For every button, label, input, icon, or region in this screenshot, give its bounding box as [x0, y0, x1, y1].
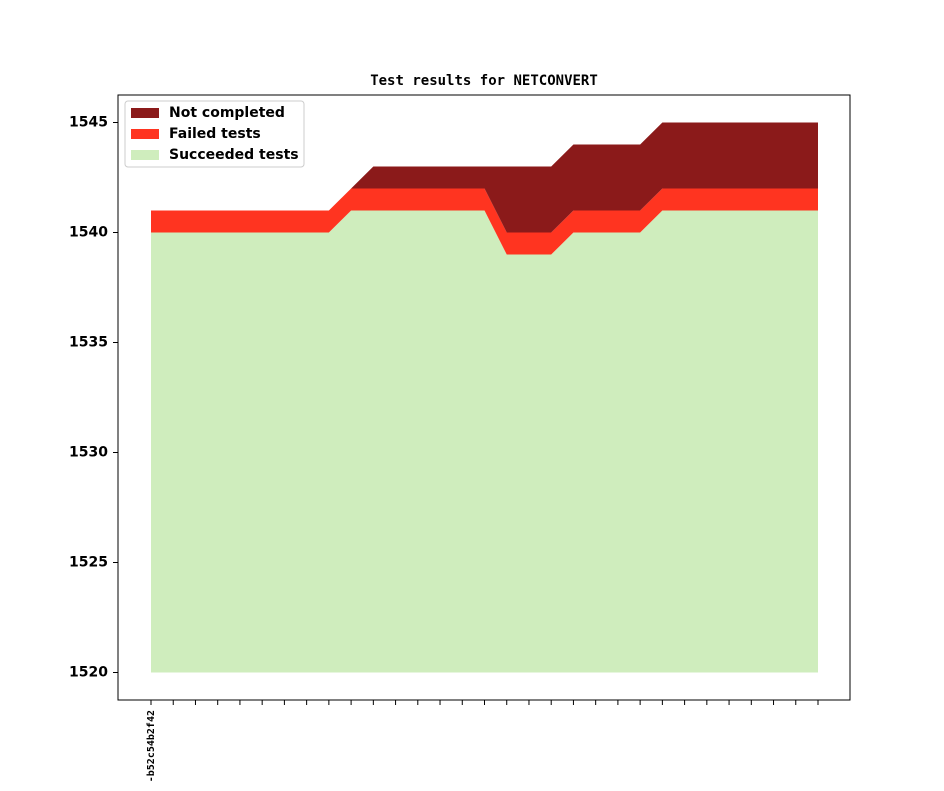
legend-swatch: [131, 129, 159, 139]
y-tick-label: 1530: [69, 445, 108, 461]
y-tick-label: 1540: [69, 225, 108, 241]
area: [151, 210, 818, 673]
chart-title: Test results for NETCONVERT: [370, 73, 598, 89]
legend: Not completed Failed tests Succeeded tests: [124, 100, 305, 168]
legend-swatch: [131, 150, 159, 160]
area: [151, 122, 818, 233]
y-tick-label: 1535: [69, 335, 108, 351]
legend-label: Succeeded tests: [169, 147, 299, 163]
y-tick-label: 1525: [69, 555, 108, 571]
legend-swatch: [131, 108, 159, 118]
legend-label: Not completed: [169, 105, 285, 121]
legend-frame: [124, 100, 305, 168]
y-tick-label: 1545: [69, 115, 108, 131]
x-tick-label: -b52c54b2f42: [146, 710, 157, 782]
legend-label: Failed tests: [169, 126, 261, 142]
area: [151, 188, 818, 255]
y-tick-label: 1520: [69, 665, 108, 681]
